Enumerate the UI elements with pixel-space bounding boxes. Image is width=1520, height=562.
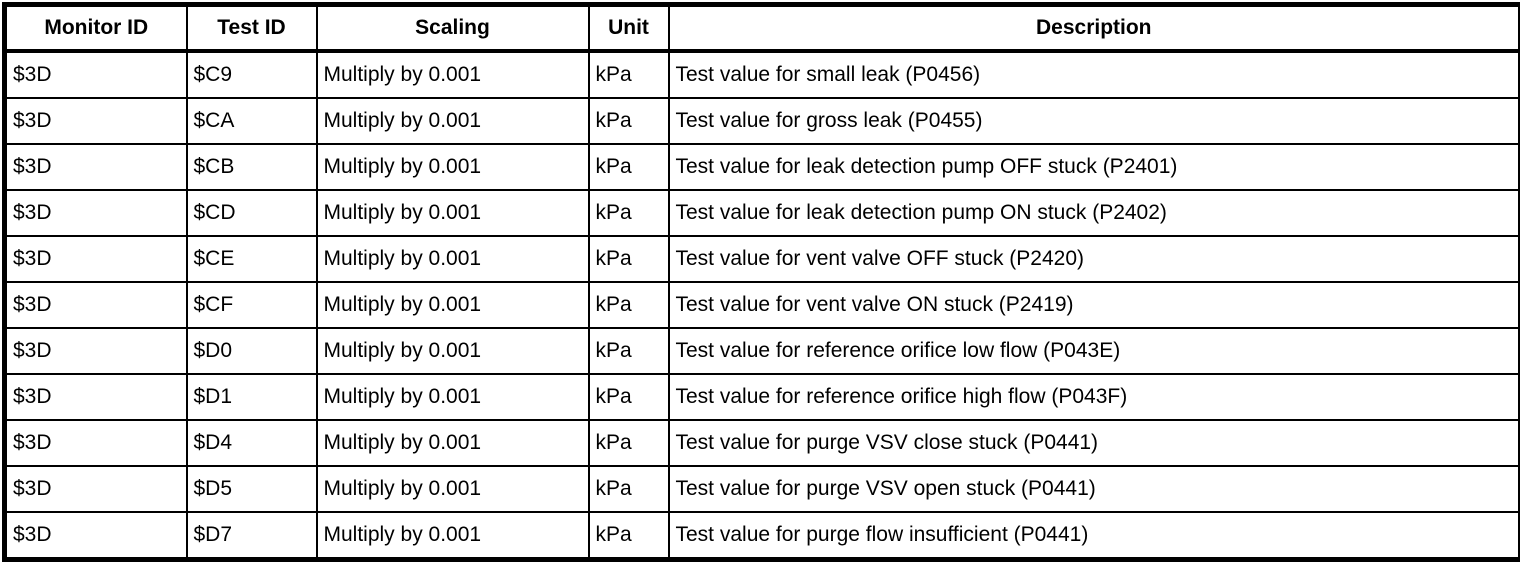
cell-scaling: Multiply by 0.001 (317, 466, 589, 512)
cell-unit: kPa (589, 328, 669, 374)
cell-scaling: Multiply by 0.001 (317, 144, 589, 190)
cell-test-id: $CE (187, 236, 317, 282)
cell-test-id: $C9 (187, 51, 317, 98)
cell-scaling: Multiply by 0.001 (317, 282, 589, 328)
cell-test-id: $CF (187, 282, 317, 328)
cell-description: Test value for leak detection pump ON st… (669, 190, 1520, 236)
cell-unit: kPa (589, 236, 669, 282)
cell-test-id: $D1 (187, 374, 317, 420)
cell-description: Test value for leak detection pump OFF s… (669, 144, 1520, 190)
cell-monitor-id: $3D (5, 512, 187, 560)
cell-test-id: $D4 (187, 420, 317, 466)
cell-scaling: Multiply by 0.001 (317, 374, 589, 420)
cell-monitor-id: $3D (5, 144, 187, 190)
cell-unit: kPa (589, 374, 669, 420)
cell-monitor-id: $3D (5, 282, 187, 328)
cell-test-id: $D5 (187, 466, 317, 512)
column-header-scaling: Scaling (317, 5, 589, 52)
cell-description: Test value for vent valve ON stuck (P241… (669, 282, 1520, 328)
cell-unit: kPa (589, 282, 669, 328)
document-page: Monitor ID Test ID Scaling Unit Descript… (0, 0, 1520, 522)
cell-scaling: Multiply by 0.001 (317, 190, 589, 236)
cell-unit: kPa (589, 512, 669, 560)
cell-scaling: Multiply by 0.001 (317, 98, 589, 144)
cell-description: Test value for reference orifice high fl… (669, 374, 1520, 420)
cell-description: Test value for gross leak (P0455) (669, 98, 1520, 144)
cell-unit: kPa (589, 98, 669, 144)
cell-description: Test value for purge VSV open stuck (P04… (669, 466, 1520, 512)
cell-scaling: Multiply by 0.001 (317, 512, 589, 560)
cell-unit: kPa (589, 51, 669, 98)
cell-test-id: $D7 (187, 512, 317, 560)
cell-description: Test value for small leak (P0456) (669, 51, 1520, 98)
cell-monitor-id: $3D (5, 420, 187, 466)
cell-scaling: Multiply by 0.001 (317, 236, 589, 282)
cell-monitor-id: $3D (5, 374, 187, 420)
cell-monitor-id: $3D (5, 51, 187, 98)
cell-unit: kPa (589, 466, 669, 512)
cell-description: Test value for reference orifice low flo… (669, 328, 1520, 374)
cell-test-id: $CA (187, 98, 317, 144)
table-header: Monitor ID Test ID Scaling Unit Descript… (5, 5, 1520, 52)
cell-description: Test value for vent valve OFF stuck (P24… (669, 236, 1520, 282)
cell-description: Test value for purge flow insufficient (… (669, 512, 1520, 560)
cell-scaling: Multiply by 0.001 (317, 420, 589, 466)
cell-test-id: $CB (187, 144, 317, 190)
cell-scaling: Multiply by 0.001 (317, 51, 589, 98)
column-header-unit: Unit (589, 5, 669, 52)
cell-unit: kPa (589, 420, 669, 466)
column-header-test-id: Test ID (187, 5, 317, 52)
header-row: Monitor ID Test ID Scaling Unit Descript… (5, 5, 1520, 52)
cell-description: Test value for purge VSV close stuck (P0… (669, 420, 1520, 466)
cell-monitor-id: $3D (5, 98, 187, 144)
column-header-description: Description (669, 5, 1520, 52)
cell-test-id: $D0 (187, 328, 317, 374)
cell-monitor-id: $3D (5, 236, 187, 282)
cell-unit: kPa (589, 144, 669, 190)
cell-scaling: Multiply by 0.001 (317, 328, 589, 374)
column-header-monitor-id: Monitor ID (5, 5, 187, 52)
cell-monitor-id: $3D (5, 190, 187, 236)
cell-monitor-id: $3D (5, 466, 187, 512)
cell-monitor-id: $3D (5, 328, 187, 374)
cell-unit: kPa (589, 190, 669, 236)
cell-test-id: $CD (187, 190, 317, 236)
